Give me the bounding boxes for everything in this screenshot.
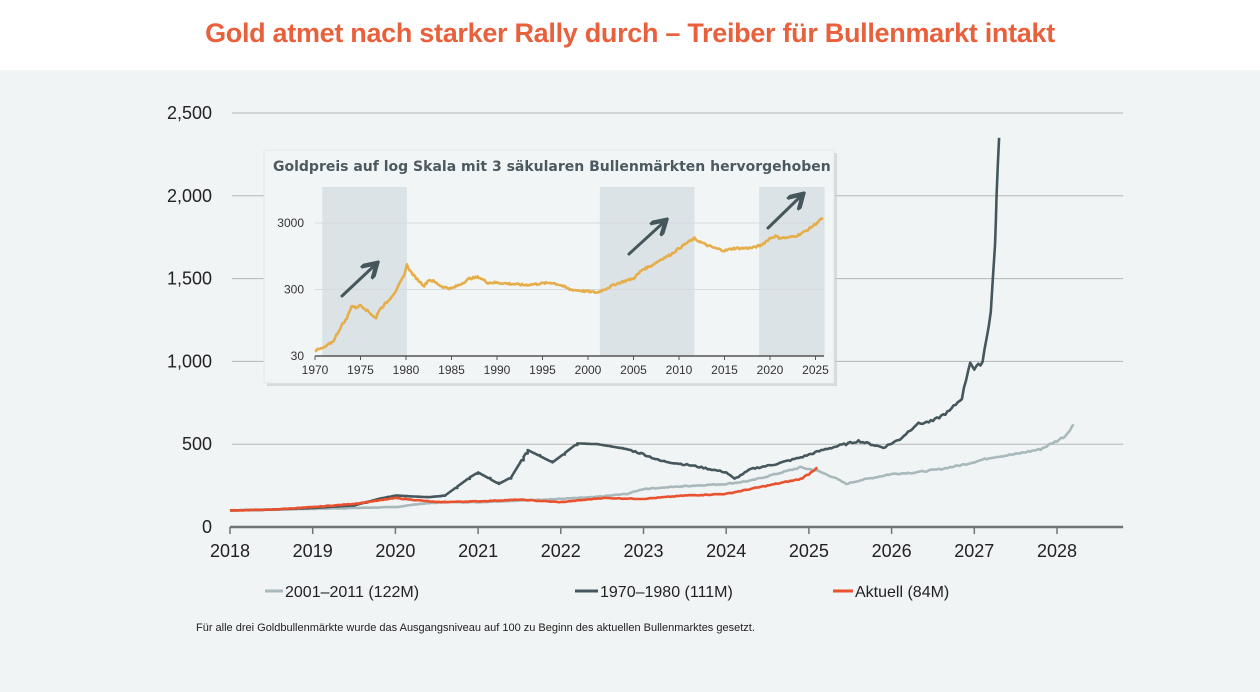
legend-item-2001-2011: 2001–2011 (122M) [265, 584, 419, 601]
x-tick-label: 2026 [872, 541, 912, 561]
legend-label-aktuell: Aktuell (84M) [855, 584, 949, 601]
x-tick-label: 2021 [458, 541, 498, 561]
y-tick-label: 1,500 [167, 269, 212, 289]
inset-x-tick-label: 2020 [757, 363, 784, 377]
footnote: Für alle drei Goldbullenmärkte wurde das… [196, 622, 755, 634]
up-arrow-icon [340, 265, 375, 298]
inset-x-tick-label: 2000 [575, 363, 602, 377]
x-tick-label: 2023 [623, 541, 663, 561]
x-tick-label: 2024 [706, 541, 746, 561]
highlight-period [322, 187, 407, 356]
highlight-period [599, 187, 695, 356]
legend-item-1970-1980: 1970–1980 (111M) [575, 584, 733, 601]
inset-line-layer [314, 216, 824, 353]
up-arrow-icon [627, 222, 664, 256]
x-tick-label: 2022 [541, 541, 581, 561]
inset-y-tick-label: 300 [284, 283, 304, 297]
inset-x-tick-label: 2005 [620, 363, 647, 377]
inset-x-tick-label: 1985 [438, 363, 465, 377]
inset-y-tick-label: 30 [291, 349, 305, 363]
main-chart: 0 500 1,000 1,500 2,000 2,500 2018 2019 2020 202… [167, 103, 1124, 601]
x-tick-label: 2028 [1037, 541, 1077, 561]
x-tick-label: 2018 [210, 541, 250, 561]
inset-x-tick-label: 1975 [347, 363, 374, 377]
y-tick-label: 1,000 [167, 351, 212, 371]
inset-chart: Goldpreis auf log Skala mit 3 säkularen … [263, 149, 837, 386]
x-tick-label: 2019 [293, 541, 333, 561]
inset-x-tick-label: 1995 [529, 363, 556, 377]
inset-x-tick-label: 2015 [711, 363, 738, 377]
x-tick-label: 2027 [954, 541, 994, 561]
series-layer [229, 137, 1075, 512]
inset-gold-price-line [314, 216, 824, 353]
legend-label-2001-2011: 2001–2011 (122M) [285, 584, 419, 601]
inset-arrow-layer [340, 196, 801, 298]
chart-panel: 0 500 1,000 1,500 2,000 2,500 2018 2019 2020 202… [0, 70, 1260, 692]
inset-x-tick-label: 2010 [666, 363, 693, 377]
up-arrow-icon [766, 196, 801, 230]
inset-title: Goldpreis auf log Skala mit 3 säkularen … [273, 159, 831, 175]
x-axis: 2018 2019 2020 2021 2022 2023 2024 2025 2026 2027… [210, 525, 1124, 561]
y-tick-label: 0 [202, 517, 212, 537]
inset-x-tick-label: 1980 [393, 363, 420, 377]
inset-y-tick-label: 3000 [277, 216, 304, 230]
highlight-period [759, 187, 825, 356]
inset-x-tick-label: 1990 [484, 363, 511, 377]
series-line-scur [229, 466, 819, 512]
x-tick-label: 2020 [375, 541, 415, 561]
legend-item-aktuell: Aktuell (84M) [833, 584, 949, 601]
legend-label-1970-1980: 1970–1980 (111M) [600, 584, 733, 601]
x-tick-label: 2025 [789, 541, 829, 561]
y-tick-label: 2,000 [167, 186, 212, 206]
inset-y-ticks: 30 300 3000 [277, 216, 304, 363]
chart-title: Gold atmet nach starker Rally durch – Tr… [205, 18, 1055, 48]
legend: 2001–2011 (122M) 1970–1980 (111M) Aktuel… [265, 584, 949, 601]
series-line-s1970 [230, 137, 1001, 512]
inset-x-axis: 1970 1975 1980 1985 1990 1995 2000 2005 2010 2015… [302, 355, 829, 377]
series-line-s2001 [230, 423, 1075, 512]
inset-x-tick-label: 1970 [302, 363, 329, 377]
y-tick-label: 500 [182, 434, 212, 454]
y-axis-ticks: 0 500 1,000 1,500 2,000 2,500 [167, 103, 212, 537]
y-tick-label: 2,500 [167, 103, 212, 123]
inset-x-tick-label: 2025 [802, 363, 829, 377]
